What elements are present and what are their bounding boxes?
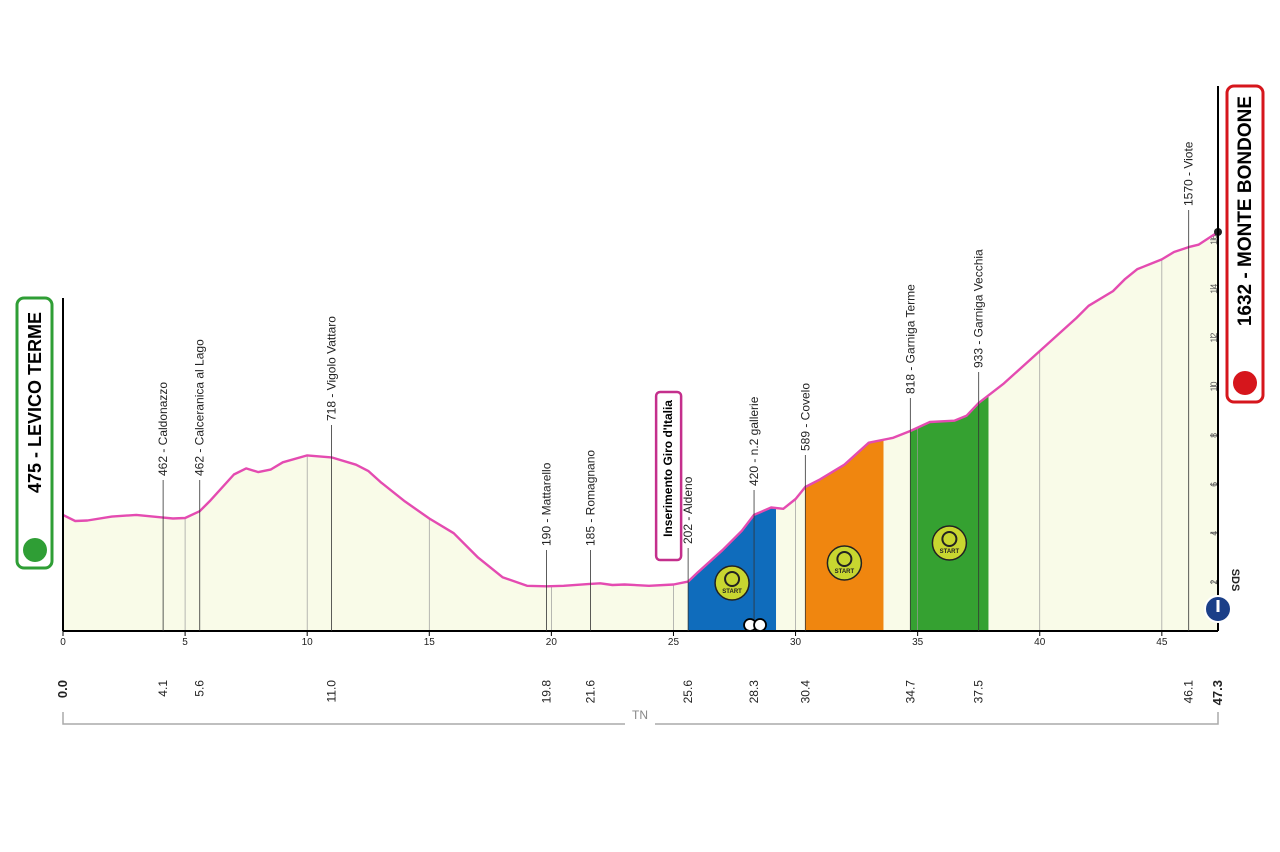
climb-sector-2 [805, 439, 884, 631]
x-tick-label: 40 [1034, 637, 1046, 648]
badge-glyph [941, 531, 958, 547]
badge-start-text: START [835, 569, 855, 575]
sds-icon-mark [1216, 600, 1220, 612]
finish-bike-icon [1233, 371, 1257, 395]
km-label: 4.1 [156, 680, 170, 697]
x-tick-label: 25 [668, 637, 680, 648]
annotation-label: 933 - Garniga Vecchia [972, 249, 986, 368]
annotation-label: 185 - Romagnano [583, 450, 597, 546]
badge-circle [826, 545, 863, 581]
elev-tick-label: 8 [1209, 433, 1219, 438]
x-tick-label: 30 [790, 637, 802, 648]
badge-start-text: START [940, 549, 960, 555]
annotation-label: 462 - Caldonazzo [156, 382, 170, 476]
cyclist-search-start-icon: START [826, 545, 863, 581]
stopwatch-start-icon: START [714, 565, 750, 601]
annotation-label: 420 - n.2 gallerie [747, 396, 761, 486]
km-label: 34.7 [903, 680, 917, 704]
climb-sector-3 [910, 395, 989, 631]
km-label: 11.0 [325, 680, 339, 703]
badge-glyph [836, 551, 853, 567]
annotation-label: 202 - Aldeno [681, 476, 695, 544]
x-tick-label: 0 [60, 637, 66, 648]
km-label: 19.8 [539, 680, 553, 704]
badge-circle [714, 565, 750, 601]
sds-label: SDS [1229, 569, 1241, 592]
finish-badge [1225, 84, 1265, 404]
annotation-label: 589 - Covelo [798, 383, 812, 451]
start-bike-icon [23, 538, 47, 562]
finish-label: 1632 - MONTE BONDONE [1235, 96, 1256, 326]
km-label: 28.3 [747, 680, 761, 704]
km-label: 46.1 [1182, 680, 1196, 704]
junction-badge [654, 390, 683, 562]
km-label: 47.3 [1210, 680, 1225, 705]
elev-tick-label: 10 [1209, 381, 1219, 391]
elev-tick-label: 4 [1209, 531, 1219, 536]
badge-start-text: START [722, 589, 742, 595]
search-start-icon: START [931, 525, 968, 561]
km-label: 21.6 [583, 680, 597, 704]
region-label: TN [632, 708, 648, 722]
badge-glyph [724, 571, 741, 587]
km-label: 0.0 [55, 680, 70, 698]
elev-tick-label: 14 [1209, 284, 1219, 294]
profile-line [62, 230, 1219, 588]
km-label: 5.6 [193, 680, 207, 697]
annotation-label: 718 - Vigolo Vattaro [325, 316, 339, 421]
junction-label: Inserimento Giro d'Italia [661, 400, 675, 537]
km-label: 37.5 [972, 680, 986, 704]
x-tick-label: 15 [424, 637, 436, 648]
annotation-label: 190 - Mattarello [539, 462, 553, 546]
region-label-bg [625, 716, 655, 728]
x-tick-label: 35 [912, 637, 924, 648]
km-label: 25.6 [681, 680, 695, 704]
x-tick-label: 5 [182, 637, 188, 648]
profile-area-fill [63, 232, 1218, 631]
annotation-label: 462 - Calceranica al Lago [193, 339, 207, 476]
start-label: 475 - LEVICO TERME [25, 312, 45, 493]
elev-tick-label: 6 [1209, 482, 1219, 487]
start-badge [15, 296, 54, 570]
x-tick-label: 45 [1156, 637, 1168, 648]
annotation-label: 1570 - Viote [1182, 141, 1196, 206]
annotation-label: 818 - Garniga Terme [903, 284, 917, 394]
elev-tick-label: 16 [1209, 235, 1219, 245]
badge-circle [931, 525, 968, 561]
tunnel-icon-2 [753, 618, 767, 632]
elev-tick-label: 2 [1209, 580, 1219, 585]
elev-tick-label: 12 [1209, 333, 1219, 343]
x-tick-label: 20 [546, 637, 558, 648]
km-label: 30.4 [798, 680, 812, 704]
x-tick-label: 10 [302, 637, 314, 648]
